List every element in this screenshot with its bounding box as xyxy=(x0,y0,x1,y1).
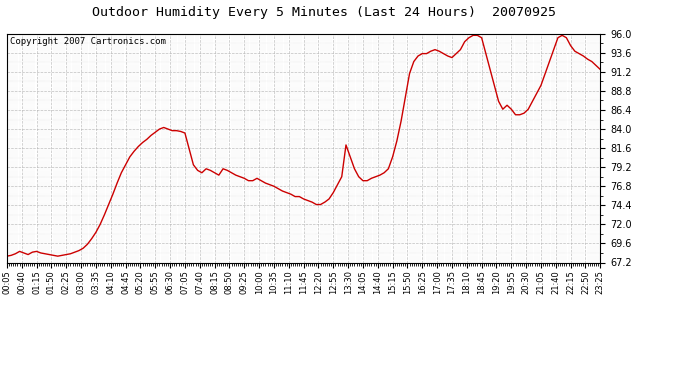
Text: Copyright 2007 Cartronics.com: Copyright 2007 Cartronics.com xyxy=(10,37,166,46)
Text: Outdoor Humidity Every 5 Minutes (Last 24 Hours)  20070925: Outdoor Humidity Every 5 Minutes (Last 2… xyxy=(92,6,556,19)
